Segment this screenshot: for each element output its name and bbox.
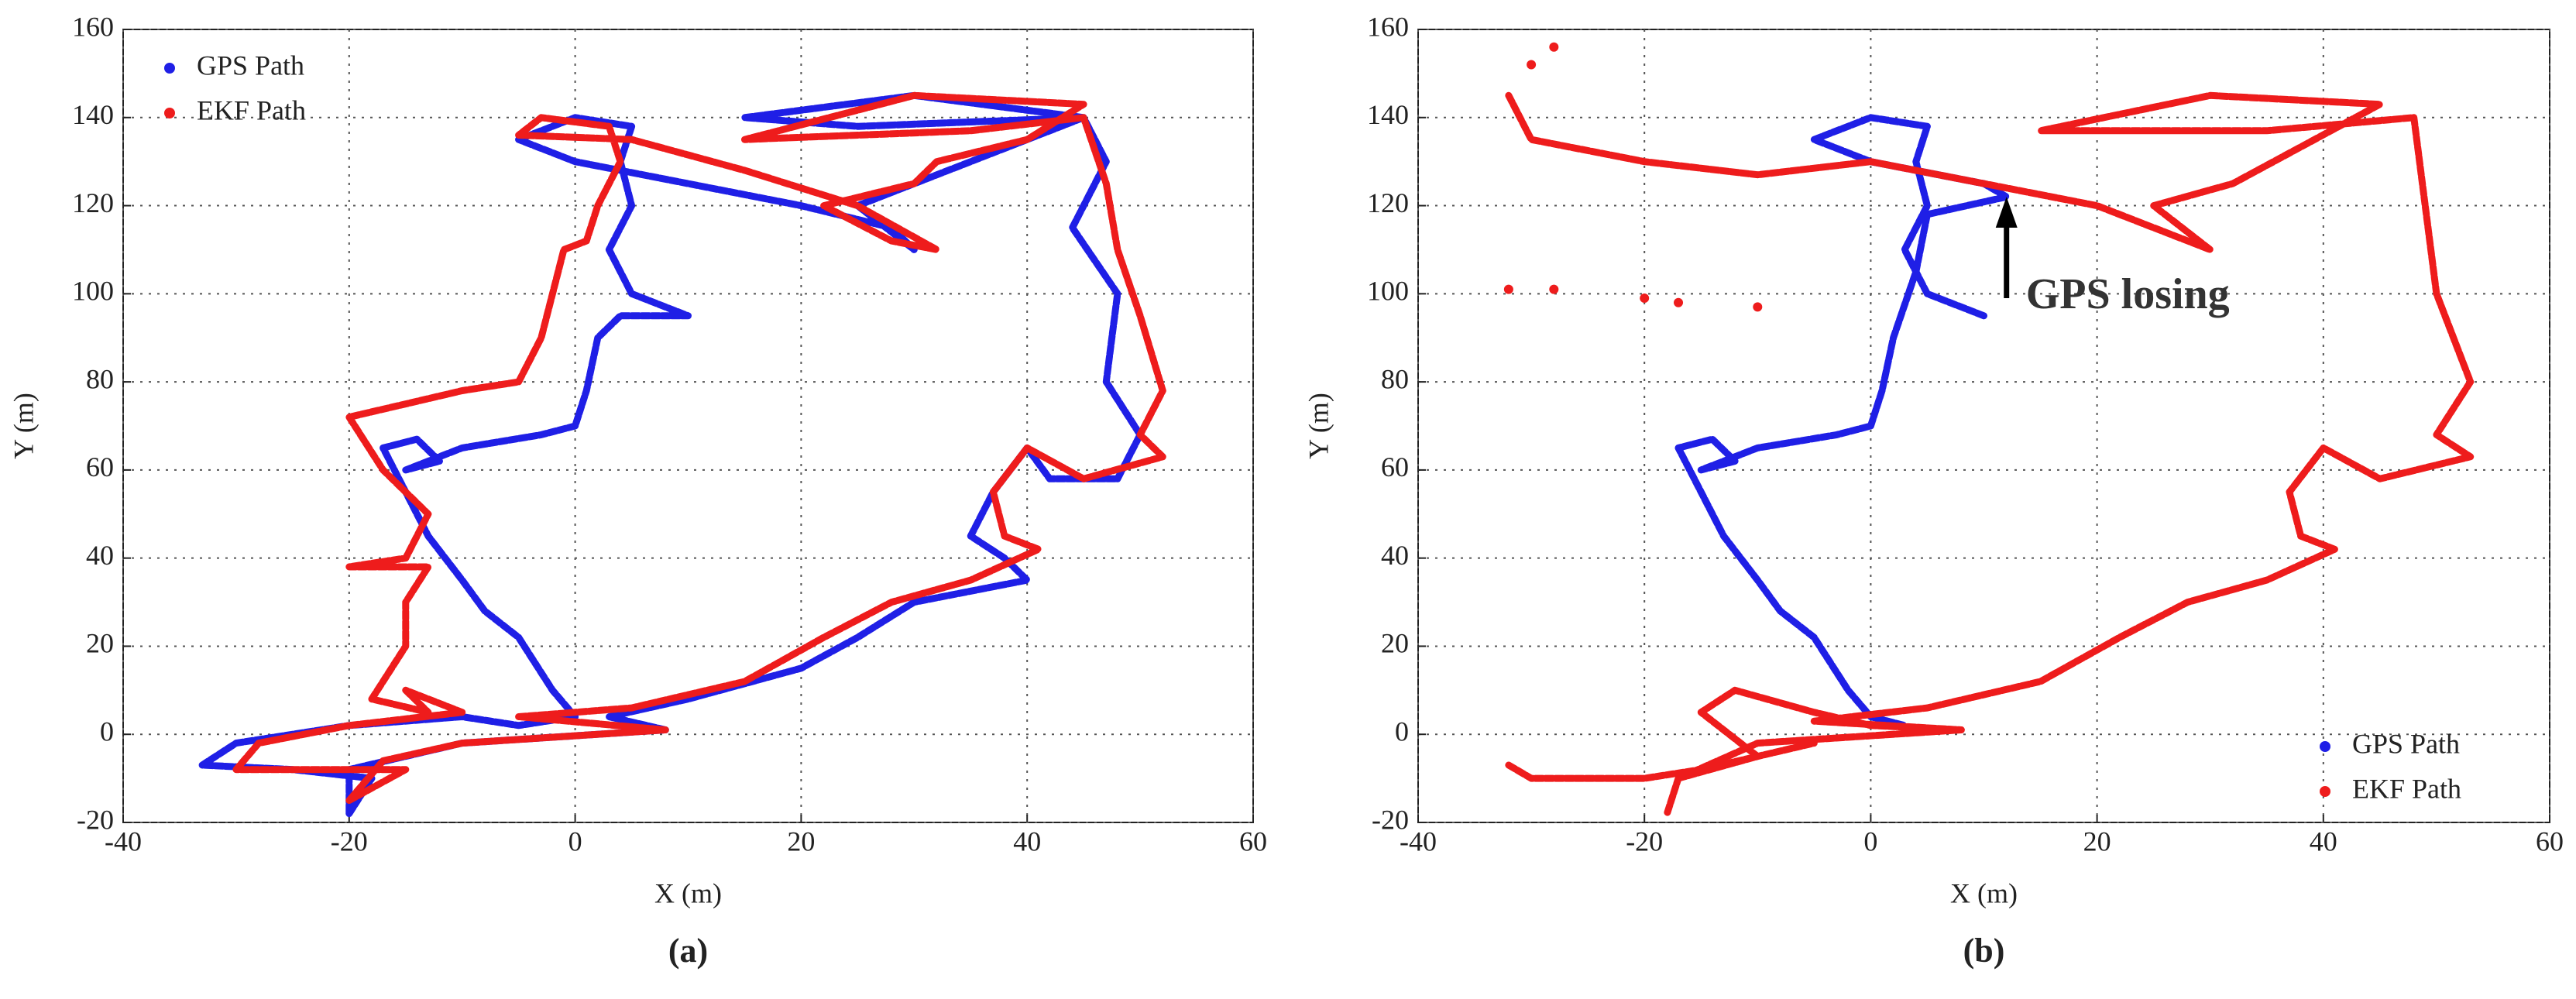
y-tick-label: 60 [1381,451,1409,482]
path-line [1505,91,2475,818]
data-point [1503,284,1513,294]
data-point [1674,297,1684,307]
legend-marker [164,108,175,118]
y-axis-label: Y (m) [8,393,39,459]
y-tick-label: 100 [72,276,114,307]
subtitle: (a) [668,932,708,970]
y-tick-label: 80 [86,363,114,394]
y-tick-label: 160 [1367,11,1409,42]
x-tick-label: 40 [2310,826,2337,857]
x-tick-label: 60 [2536,826,2564,857]
legend-label: EKF Path [197,94,306,125]
y-tick-label: 40 [86,540,114,571]
plot-area [1417,29,2550,823]
x-tick-label: -20 [1626,826,1663,857]
data-point [1527,60,1537,70]
y-tick-label: 0 [100,716,114,747]
y-tick-label: 20 [1381,628,1409,659]
subtitle: (b) [1963,932,2005,970]
x-tick-label: 0 [568,826,582,857]
y-tick-label: 160 [72,11,114,42]
y-tick-label: 140 [1367,99,1409,130]
legend-label: GPS Path [2352,728,2460,759]
y-axis-label: Y (m) [1303,393,1334,459]
legend-marker [2320,786,2330,797]
y-tick-label: 100 [1367,276,1409,307]
data-point [1549,42,1559,52]
y-tick-label: 120 [72,187,114,218]
y-tick-label: -20 [1372,804,1409,835]
path-line [1505,740,1818,782]
data-point [1549,284,1559,294]
y-tick-label: 60 [86,451,114,482]
path-line [232,91,1166,805]
y-tick-label: 140 [72,99,114,130]
x-tick-label: 40 [1013,826,1041,857]
x-tick-label: -20 [331,826,368,857]
y-tick-label: 120 [1367,187,1409,218]
y-tick-label: 0 [1395,716,1409,747]
x-tick-label: 0 [1863,826,1877,857]
annotation: GPS losing [2026,270,2230,318]
plot-area [122,29,1254,823]
path-line [1674,114,2011,730]
legend-marker [164,63,175,74]
data-point [1640,294,1650,304]
y-tick-label: 40 [1381,540,1409,571]
annotation-arrowhead [1995,197,2018,228]
y-tick-label: 80 [1381,363,1409,394]
x-tick-label: 20 [2083,826,2111,857]
x-axis-label: X (m) [654,877,722,908]
legend-label: EKF Path [2352,773,2461,804]
y-tick-label: -20 [77,804,114,835]
legend-marker [2320,741,2330,752]
x-tick-label: 20 [787,826,815,857]
x-tick-label: -40 [105,826,142,857]
x-axis-label: X (m) [1950,877,2018,908]
x-tick-label: 60 [1239,826,1267,857]
data-point [1753,302,1763,312]
legend-label: GPS Path [197,50,304,81]
x-tick-label: -40 [1400,826,1437,857]
path-line [198,91,1144,818]
y-tick-label: 20 [86,628,114,659]
